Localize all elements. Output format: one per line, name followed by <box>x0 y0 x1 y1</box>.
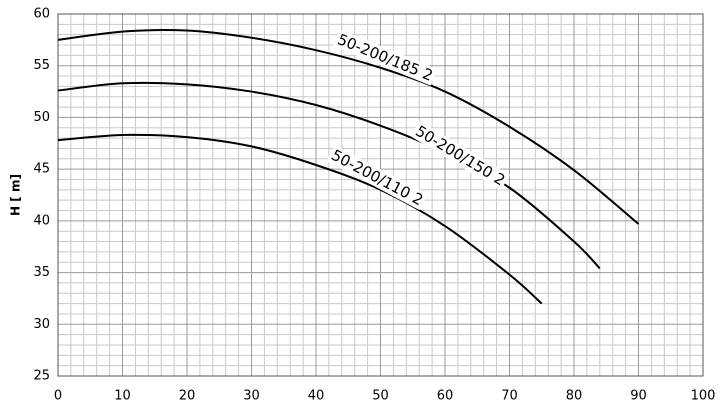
x-tick-label: 90 <box>630 389 647 404</box>
curve-label-bg <box>333 29 438 86</box>
x-tick-label: 50 <box>372 389 389 404</box>
x-tick-label: 0 <box>54 389 62 404</box>
y-tick-label: 55 <box>33 58 50 73</box>
y-axis-label: H [ m] <box>9 174 23 216</box>
curve <box>57 133 543 305</box>
plot-border <box>57 13 704 377</box>
x-tick-label: 40 <box>308 389 325 404</box>
x-tick-label: 80 <box>566 389 583 404</box>
y-tick-label: 25 <box>33 369 50 384</box>
y-tick-label: 60 <box>33 7 50 22</box>
curve-label: 50-200/185 2 <box>335 30 436 85</box>
x-tick-label: 30 <box>243 389 260 404</box>
y-tick-label: 30 <box>33 317 50 332</box>
curve <box>57 81 601 270</box>
curve <box>57 29 640 225</box>
y-tick-label: 45 <box>33 162 50 177</box>
y-tick-label: 35 <box>33 265 50 280</box>
y-tick-label: 50 <box>33 110 50 125</box>
curve-label-bg <box>326 144 428 211</box>
x-tick-label: 70 <box>501 389 518 404</box>
x-tick-label: 10 <box>114 389 131 404</box>
y-tick-label: 40 <box>33 213 50 228</box>
curve-label-bg <box>410 120 510 191</box>
x-tick-label: 100 <box>691 389 716 404</box>
x-tick-label: 20 <box>179 389 196 404</box>
x-tick-label: 60 <box>437 389 454 404</box>
